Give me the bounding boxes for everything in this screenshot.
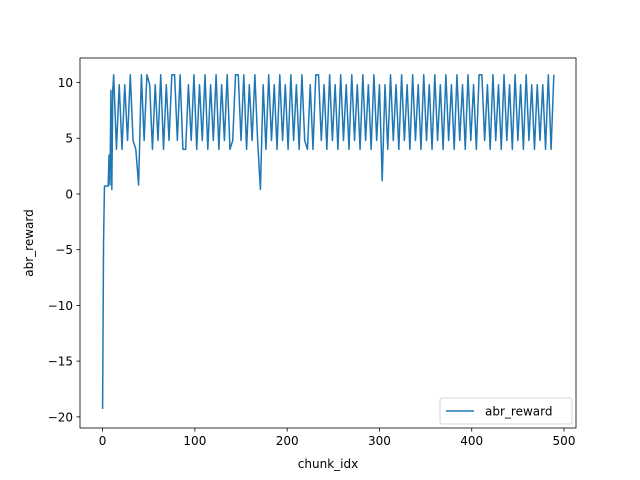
y-axis-label: abr_reward bbox=[22, 209, 36, 276]
x-tick-label: 200 bbox=[276, 434, 299, 448]
x-tick-label: 0 bbox=[99, 434, 107, 448]
y-tick-label: −15 bbox=[48, 355, 73, 369]
x-tick-label: 500 bbox=[553, 434, 576, 448]
legend-box bbox=[439, 397, 573, 425]
x-tick-label: 300 bbox=[368, 434, 391, 448]
x-tick-label: 100 bbox=[183, 434, 206, 448]
x-tick-label: 400 bbox=[460, 434, 483, 448]
y-tick-label: 0 bbox=[65, 187, 73, 201]
x-axis-label: chunk_idx bbox=[298, 457, 358, 471]
y-tick-label: −5 bbox=[55, 243, 73, 257]
y-tick-label: −10 bbox=[48, 299, 73, 313]
y-tick-label: 10 bbox=[58, 76, 73, 90]
y-tick-label: 5 bbox=[65, 132, 73, 146]
legend-label: abr_reward bbox=[485, 405, 552, 419]
axes-frame bbox=[79, 57, 577, 429]
y-tick-label: −20 bbox=[48, 410, 73, 424]
line-series bbox=[101, 73, 555, 410]
